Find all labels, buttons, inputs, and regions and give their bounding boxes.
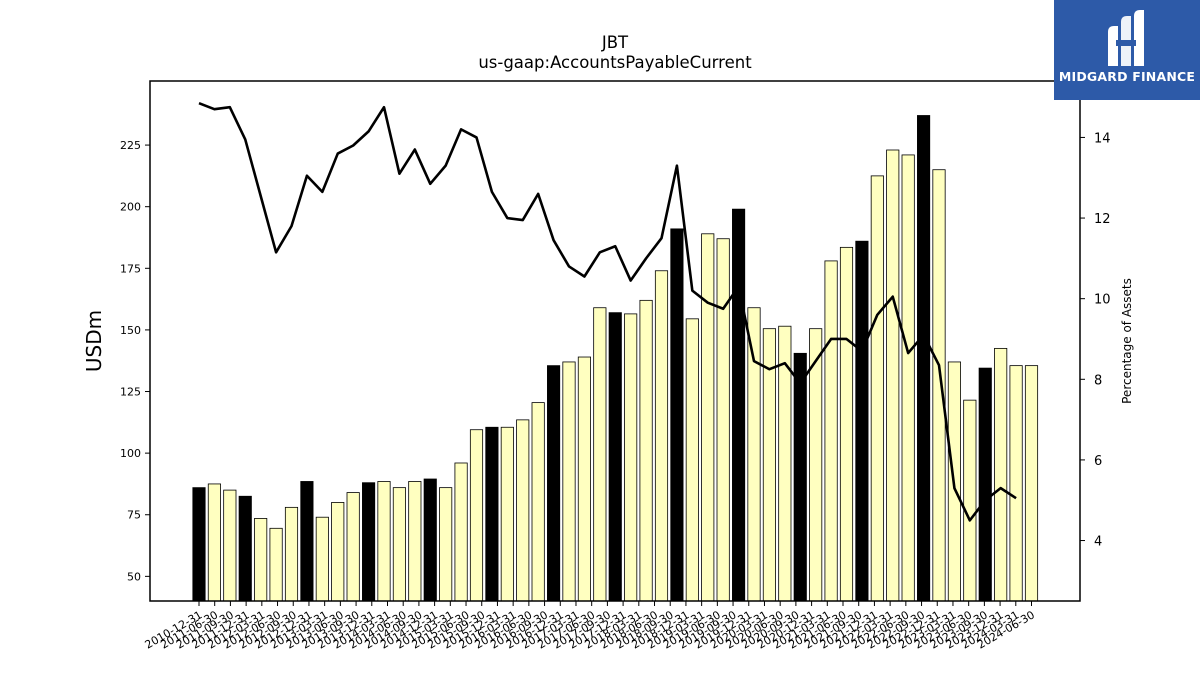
bar-2011-03-31 [207,483,221,602]
y2-tick-label: 8 [1094,373,1102,388]
bar-2015-06-30 [469,429,484,602]
bar-2012-12-31 [315,516,329,602]
bar-2016-06-30 [531,402,545,602]
bar-2011-12-31 [254,518,268,602]
bar-2022-06-30 [901,154,915,602]
bar-2023-06-30 [963,399,977,602]
bar-2016-12-31 [562,361,576,602]
bar-2015-12-31 [500,426,514,602]
bar-2023-12-31 [994,347,1008,602]
y2-tick-label: 6 [1094,454,1102,469]
y-tick-label: 100 [120,447,141,460]
y-axis-right: 4 6 8 10 12 14 [1080,131,1111,550]
y-tick-label: 50 [127,570,141,583]
bar-2017-12-31 [624,313,638,602]
percentage-of-assets-line [198,101,1017,522]
bar-2021-03-31 [824,260,838,602]
bar-2019-09-30 [732,208,746,602]
bar-2020-09-30 [793,352,807,602]
bar-2012-09-30 [300,481,314,602]
y-tick-label: 175 [120,262,141,275]
bar-2015-03-31 [454,462,468,602]
bar-2012-03-31 [269,527,283,602]
bar-2016-03-31 [516,419,530,602]
line-layer [198,101,1017,522]
bar-2013-12-31 [377,481,391,602]
bar-2018-06-30 [654,270,669,602]
bar-2019-03-31 [701,233,715,602]
y-tick-label: 125 [120,386,141,399]
bar-2018-12-31 [685,318,699,602]
bar-2010-12-31 [192,487,206,602]
chart-title: JBT [601,33,629,52]
y2-tick-label: 14 [1094,131,1111,146]
bar-2022-03-31 [886,149,900,602]
bar-2019-06-30 [716,238,730,602]
bar-2021-12-31 [870,175,884,602]
bar-2017-06-30 [593,307,607,602]
bar-2013-09-30 [362,482,376,602]
bar-2014-09-30 [423,478,437,602]
bar-2014-03-31 [392,487,406,602]
bar-2014-06-30 [408,481,422,602]
logo-banner: MIDGARD FINANCE [1054,0,1200,100]
x-axis: 2010-12-312011-06-302011-09-302011-12-31… [143,601,1037,652]
bar-2011-06-30 [223,489,237,602]
y2-tick-label: 4 [1094,535,1102,550]
bar-2022-09-30 [917,115,931,602]
bar-2011-09-30 [238,495,252,602]
midgard-finance-logo-icon [1108,10,1144,66]
bar-2024-06-30 [1024,365,1039,602]
bar-2013-06-30 [346,492,360,602]
bar-2017-09-30 [608,312,622,602]
y-tick-label: 150 [120,324,141,337]
logo-text: MIDGARD FINANCE [1058,69,1196,84]
y-axis-left: 50 75 100 125 150 175 200 225 [120,139,150,583]
y2-tick-label: 10 [1094,293,1111,308]
bar-2021-09-30 [855,240,869,602]
bar-2022-12-31 [932,169,946,602]
bar-2021-06-30 [839,246,854,602]
y-tick-label: 75 [127,509,141,522]
bar-2012-06-30 [284,506,299,602]
bar-2018-09-30 [670,228,684,602]
chart-subtitle: us-gaap:AccountsPayableCurrent [478,53,752,72]
bar-2013-03-31 [331,502,345,602]
y-tick-label: 200 [120,201,141,214]
bar-2023-09-30 [978,367,992,602]
bar-2014-12-31 [439,487,453,602]
bar-2015-09-30 [485,426,499,602]
bar-2017-03-31 [577,356,591,602]
y2-tick-label: 12 [1094,212,1111,227]
plot-frame [149,80,1081,602]
bar-2016-09-30 [547,365,561,602]
bar-2024-03-31 [1009,365,1023,602]
y-tick-label: 225 [120,139,141,152]
y2-axis-label: Percentage of Assets [1120,278,1134,404]
bar-2019-12-31 [747,307,761,602]
bar-2018-03-31 [639,299,653,602]
y-axis-label: USDm [82,310,106,372]
